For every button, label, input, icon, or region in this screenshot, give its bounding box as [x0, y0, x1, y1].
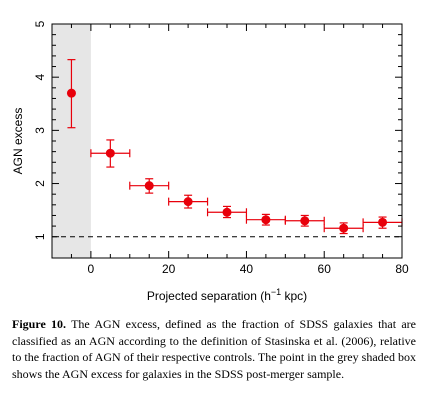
data-point [300, 216, 310, 226]
y-axis-label: AGN excess [11, 108, 25, 175]
caption-label: Figure 10. [12, 317, 67, 331]
y-tick-label: 3 [33, 127, 47, 134]
data-point-group [129, 178, 170, 194]
caption-text: The AGN excess, defined as the fraction … [12, 317, 416, 381]
data-point [339, 223, 349, 233]
data-point [378, 217, 388, 227]
y-tick-label: 5 [33, 20, 47, 27]
data-point-group [245, 213, 286, 226]
y-tick-label: 4 [33, 74, 47, 81]
data-point [261, 215, 271, 225]
plot-frame [51, 23, 403, 259]
data-point [66, 88, 76, 98]
data-point [183, 197, 193, 207]
agn-excess-chart: 0 20 40 60 80 1 2 3 4 5 Projected separation (h−1… [11, 20, 409, 303]
x-tick-label: 80 [395, 262, 409, 276]
data-point [144, 181, 154, 191]
y-tick-label: 2 [33, 180, 47, 187]
x-tick-label: 60 [318, 262, 332, 276]
data-point [105, 148, 115, 158]
data-point-group [206, 205, 248, 219]
data-point [222, 207, 232, 217]
y-tick-label: 1 [33, 233, 47, 240]
figure-caption: Figure 10. The AGN excess, defined as th… [12, 316, 416, 382]
data-point-group [323, 222, 364, 235]
x-tick-label: 0 [88, 262, 95, 276]
data-point-group [66, 59, 76, 129]
data-point-group [284, 214, 325, 227]
data-point-group [362, 216, 403, 229]
x-tick-label: 40 [240, 262, 254, 276]
x-axis-label: Projected separation (h−1 kpc) [147, 287, 307, 303]
x-tick-label: 20 [162, 262, 176, 276]
data-point-group [168, 194, 209, 209]
data-point-group [90, 139, 131, 168]
